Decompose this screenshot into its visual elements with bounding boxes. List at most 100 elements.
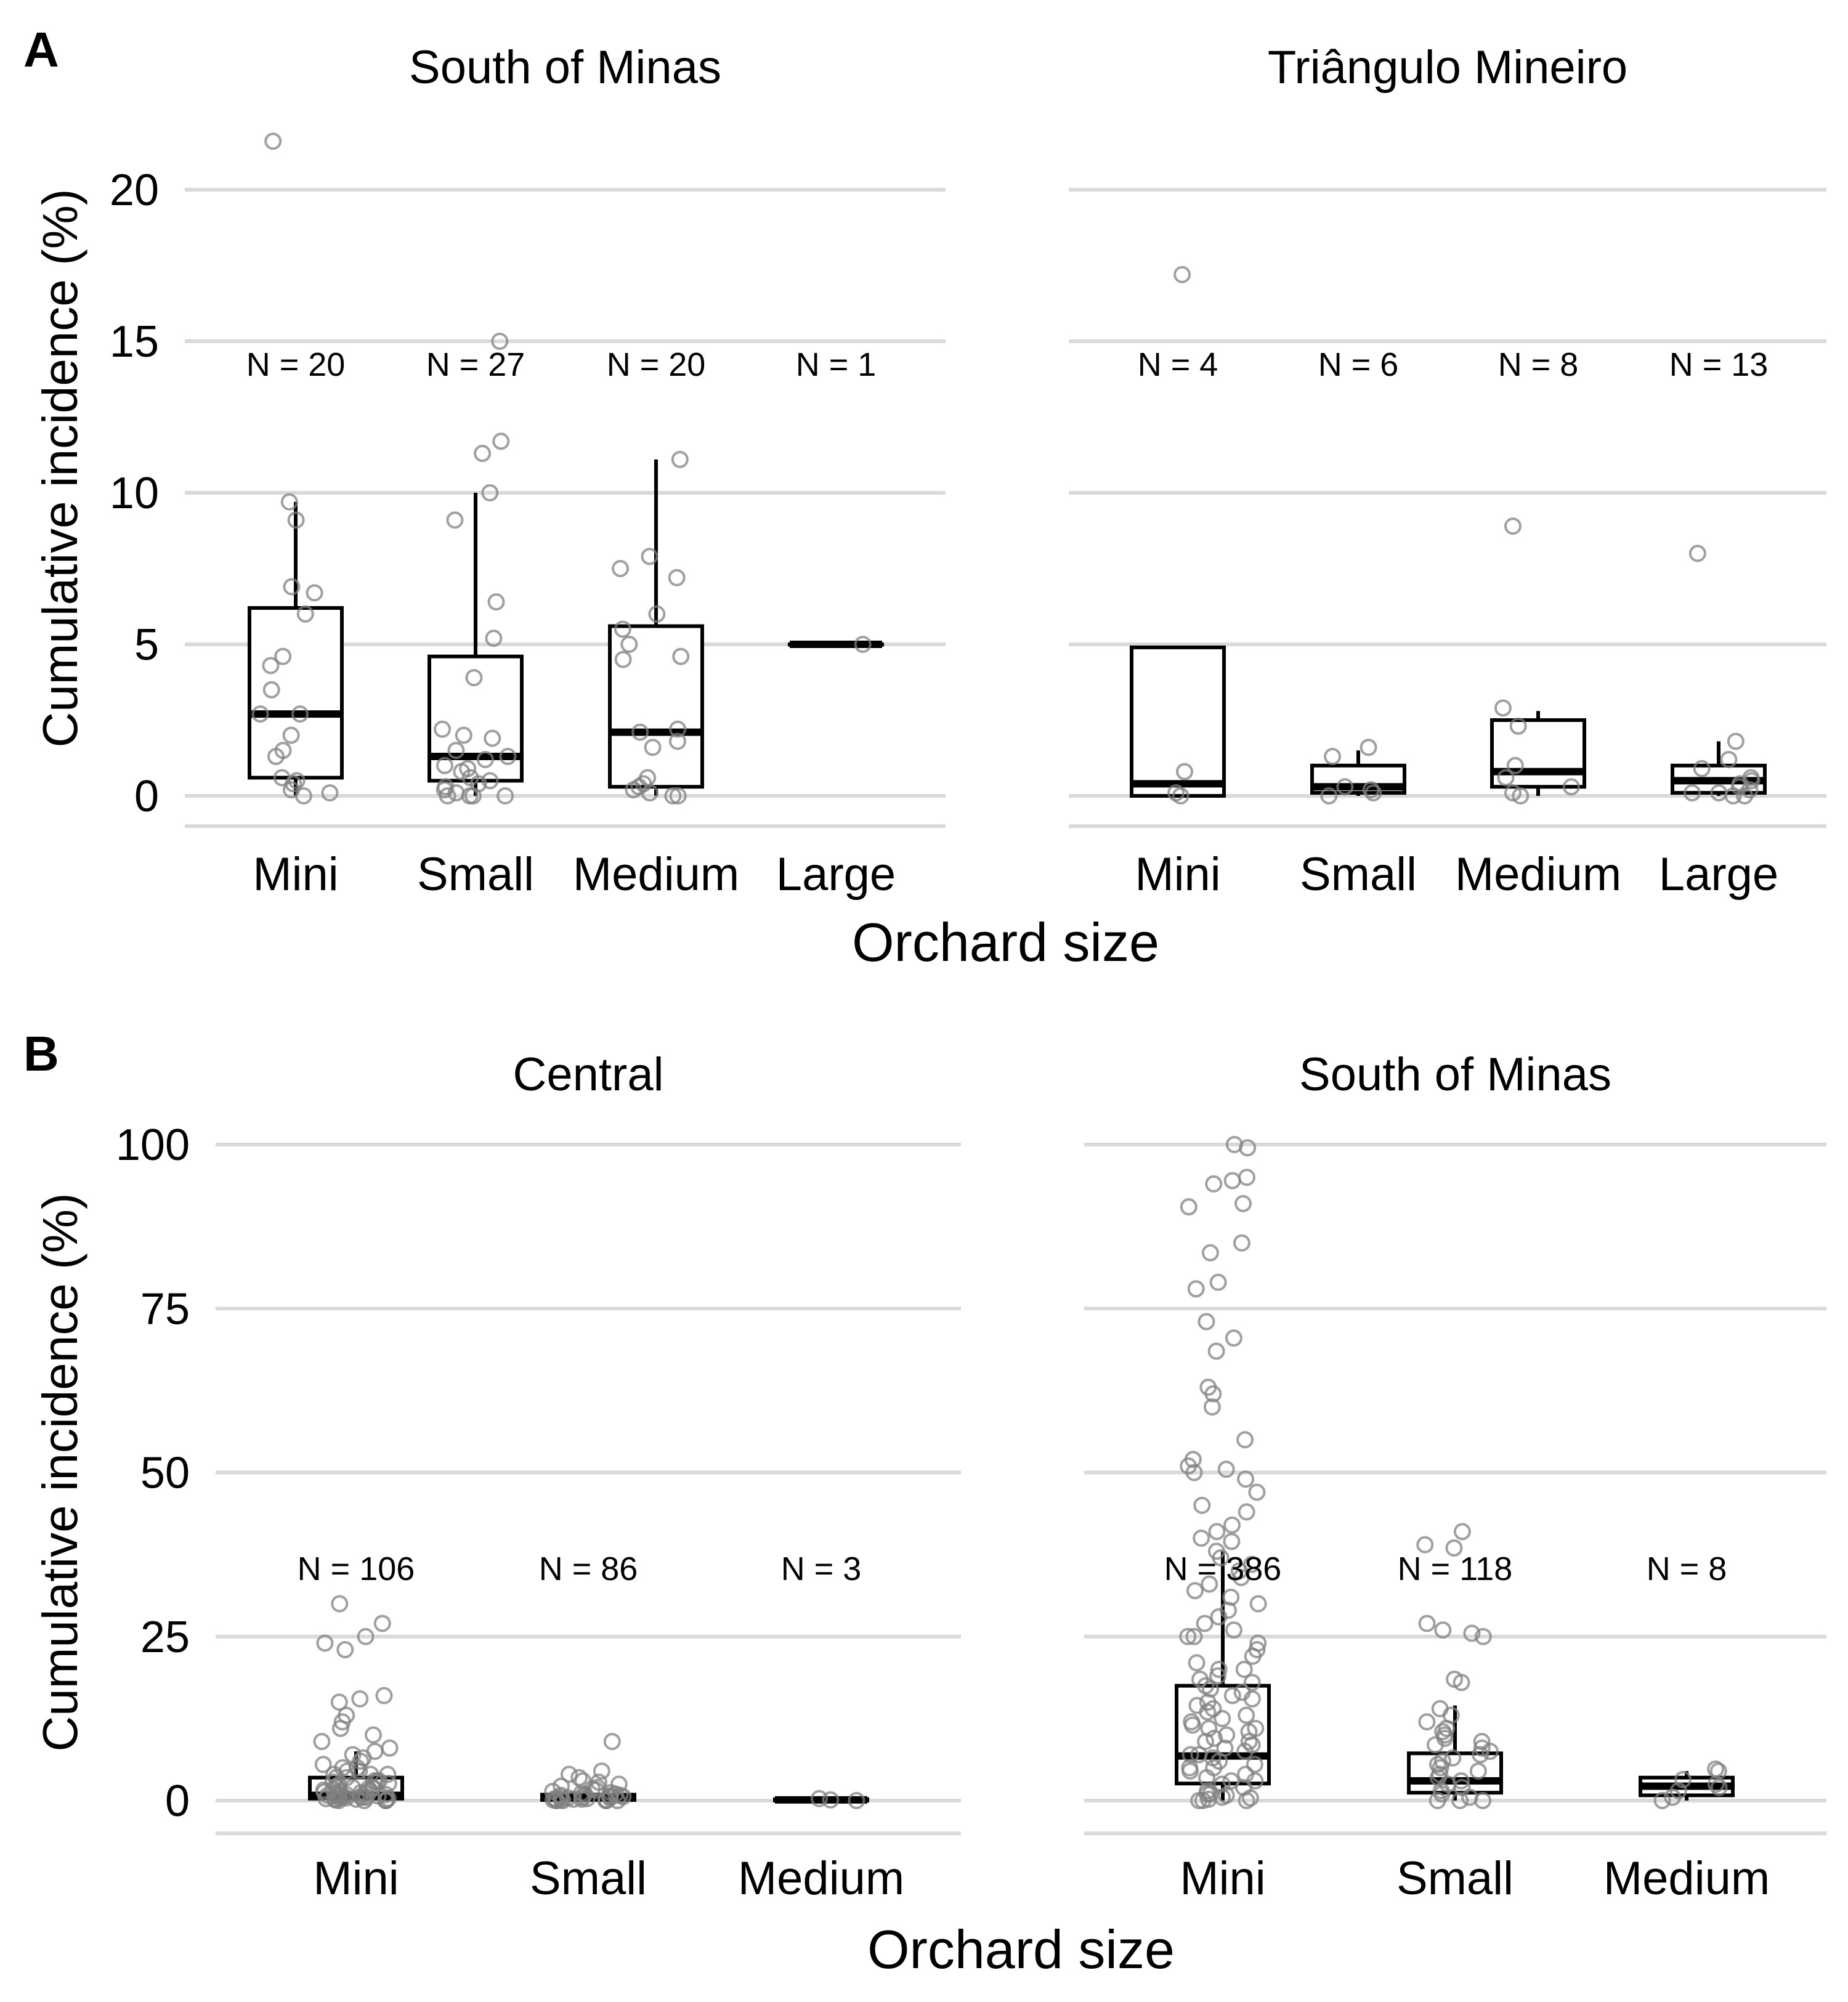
facet-title: South of Minas xyxy=(1299,1048,1611,1101)
n-label: N = 20 xyxy=(246,346,346,383)
data-point xyxy=(1207,1342,1225,1360)
data-point xyxy=(1212,1549,1230,1566)
data-point xyxy=(822,1791,840,1809)
data-point xyxy=(1469,1762,1487,1780)
x-tick-label: Medium xyxy=(738,1852,904,1905)
data-point xyxy=(1198,1313,1215,1331)
x-tick-label: Mini xyxy=(253,848,338,901)
data-point xyxy=(1512,787,1530,804)
n-label: N = 6 xyxy=(1318,346,1399,383)
data-point xyxy=(1453,1523,1471,1541)
data-point xyxy=(625,781,642,799)
data-point xyxy=(1236,1431,1254,1449)
data-point xyxy=(1201,1244,1219,1262)
data-point xyxy=(1504,517,1522,535)
data-point xyxy=(337,1789,355,1807)
data-point xyxy=(1187,1280,1205,1298)
data-point xyxy=(484,729,501,747)
data-point xyxy=(464,787,482,804)
data-point xyxy=(1474,1792,1492,1809)
data-point xyxy=(664,787,682,804)
data-point xyxy=(333,1713,351,1731)
data-point xyxy=(1438,1719,1456,1737)
data-point xyxy=(1181,1746,1199,1764)
x-tick-label: Mini xyxy=(1180,1852,1265,1905)
data-point xyxy=(603,1733,621,1751)
x-tick-label: Medium xyxy=(573,848,739,901)
x-tick-label: Medium xyxy=(1603,1852,1770,1905)
data-point xyxy=(1243,1690,1261,1708)
data-point xyxy=(1444,1749,1462,1767)
data-point xyxy=(355,1792,373,1809)
data-point xyxy=(313,1733,331,1751)
facet-title: Central xyxy=(513,1048,664,1101)
y-tick-label: 0 xyxy=(134,772,159,821)
data-point xyxy=(1248,1483,1266,1501)
x-axis-label: Orchard size xyxy=(852,912,1159,973)
data-point xyxy=(1418,1713,1436,1731)
x-tick-label: Mini xyxy=(1135,848,1220,901)
x-tick-label: Small xyxy=(1300,848,1417,901)
data-point xyxy=(560,1765,578,1783)
data-point xyxy=(481,772,499,790)
data-point xyxy=(668,732,686,750)
data-point xyxy=(1653,1792,1671,1809)
data-point xyxy=(381,1739,399,1757)
data-point xyxy=(447,742,465,760)
data-point xyxy=(1426,1736,1444,1754)
data-point xyxy=(612,560,630,577)
data-point xyxy=(1190,1792,1208,1809)
data-point xyxy=(1204,1385,1222,1403)
box xyxy=(1490,718,1586,789)
data-point xyxy=(1684,784,1701,802)
data-point xyxy=(465,669,483,687)
data-point xyxy=(446,511,464,529)
facet: South of Minas N = 20 Mini N = 27 Small N = 2… xyxy=(185,41,946,901)
facet: Triângulo Mineiro N = 4 Mini N = 6 Small N = … xyxy=(1069,41,1826,901)
y-tick-label: 100 xyxy=(116,1121,190,1170)
data-point xyxy=(1736,787,1754,804)
n-label: N = 3 xyxy=(781,1550,862,1587)
data-point xyxy=(1223,1516,1241,1534)
data-point xyxy=(251,705,269,723)
data-point xyxy=(1197,1733,1215,1751)
data-point xyxy=(377,1792,395,1809)
data-point xyxy=(1429,1792,1446,1809)
data-point xyxy=(597,1792,615,1809)
data-point xyxy=(1506,756,1524,774)
y-axis-label: Cumulative incidence (%) xyxy=(33,1193,87,1751)
n-label: N = 13 xyxy=(1669,346,1769,383)
data-point xyxy=(1324,748,1342,766)
data-point xyxy=(614,620,631,638)
facet-title: Triângulo Mineiro xyxy=(1268,41,1627,94)
data-point xyxy=(1418,1615,1436,1632)
data-point xyxy=(1472,1746,1489,1764)
y-tick-label: 75 xyxy=(140,1284,190,1334)
data-point xyxy=(1185,1464,1203,1481)
data-point xyxy=(264,132,282,150)
data-point xyxy=(330,1693,348,1711)
data-point xyxy=(288,772,306,790)
data-point xyxy=(481,484,499,501)
data-point xyxy=(1196,1615,1214,1632)
data-point xyxy=(1214,1709,1231,1727)
data-point xyxy=(1360,739,1377,756)
data-point xyxy=(1243,1674,1261,1692)
data-point xyxy=(1188,1654,1206,1672)
data-point xyxy=(487,593,505,611)
facet-title: South of Minas xyxy=(409,41,721,94)
data-point xyxy=(1336,778,1354,796)
panel-letter: A xyxy=(23,22,59,77)
data-point xyxy=(1727,732,1745,750)
data-point xyxy=(631,723,649,741)
data-point xyxy=(1497,769,1515,787)
data-point xyxy=(1213,1775,1231,1793)
data-point xyxy=(1244,1647,1262,1665)
data-point xyxy=(1173,265,1191,283)
n-label: N = 27 xyxy=(426,346,525,383)
data-point xyxy=(1246,1756,1263,1773)
data-point xyxy=(364,1726,382,1744)
data-point xyxy=(1186,1582,1204,1600)
y-axis-label: Cumulative incidence (%) xyxy=(33,188,87,747)
data-point xyxy=(1693,760,1711,777)
